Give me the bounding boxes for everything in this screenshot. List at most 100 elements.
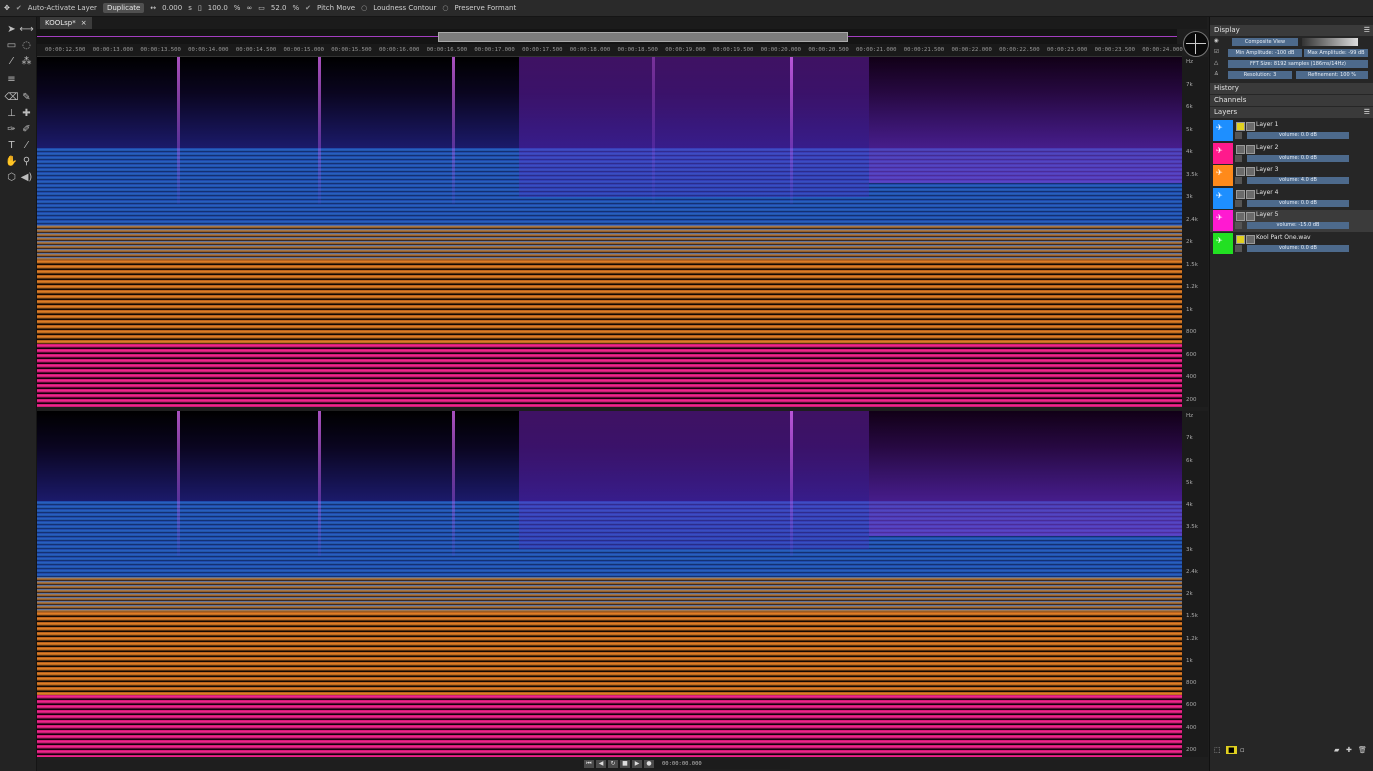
layer-volume-field[interactable]: volume: 4.0 dB [1247,177,1349,184]
layer-solo-toggle[interactable] [1246,167,1255,176]
layer-visibility-icon[interactable]: ✈ [1216,235,1223,245]
new-group-icon[interactable]: ▰ [1334,746,1340,754]
layer-visibility-icon[interactable]: ✈ [1216,145,1223,155]
opacity-slider[interactable] [1302,38,1358,46]
resolution-field[interactable]: Resolution: 3 [1228,71,1292,79]
layer-link-icon[interactable]: ▫ [1240,746,1245,754]
view-mode-select[interactable]: Composite View [1232,38,1298,46]
pitch-field[interactable]: 52.0 [270,4,287,12]
layer-color-swatch[interactable] [1213,142,1233,164]
eye-icon[interactable]: ◉ [1214,38,1219,44]
layer-solo-toggle[interactable] [1246,144,1255,154]
stop-icon[interactable]: ■ [620,759,630,768]
layer-visibility-icon[interactable]: ✈ [1216,168,1223,177]
max-amplitude-field[interactable]: Max Amplitude: -99 dB [1304,49,1368,57]
display-panel-header[interactable]: Display ☰ [1210,25,1373,36]
pencil-icon[interactable]: ✎ [22,92,31,103]
overview-view-range[interactable] [438,32,848,42]
formant-checkbox[interactable]: ○ [442,4,449,12]
move-tool-icon[interactable]: ✥ [4,4,10,12]
layer-visibility-icon[interactable]: ✈ [1216,190,1223,200]
layer-brush-icon[interactable] [1235,132,1242,139]
loop-icon[interactable]: ↻ [608,759,618,768]
layer-row[interactable]: ✈ Layer 5 volume: -15.0 dB [1210,210,1373,232]
delete-layer-icon[interactable]: 🗑 [1358,746,1367,754]
play-icon[interactable]: ▶ [632,759,642,768]
record-icon[interactable]: ● [644,759,654,768]
duplicate-button[interactable]: Duplicate [102,3,145,13]
time-select-icon[interactable]: ⟷ [19,24,34,35]
layer-row[interactable]: ✈ Layer 2 volume: 0.0 dB [1210,142,1373,165]
clone-stamp-icon[interactable]: ⊥ [7,108,16,119]
brush-icon[interactable]: ✑ [7,124,16,135]
hand-icon[interactable]: ✋ [5,156,18,167]
spectrogram-channel-1[interactable] [37,57,1182,407]
layer-row[interactable]: ✈ Layer 1 volume: 0.0 dB [1210,120,1373,142]
layer-color-swatch[interactable] [1213,210,1233,231]
auto-activate-checkbox[interactable]: ✔ [15,4,22,12]
loudness-checkbox[interactable]: ○ [361,4,368,12]
layer-brush-icon[interactable] [1235,244,1242,252]
navigator-wheel[interactable] [1183,31,1209,57]
layer-solo-toggle[interactable] [1246,234,1255,244]
layer-mute-toggle[interactable] [1236,189,1245,199]
close-icon[interactable]: × [80,19,87,27]
min-amplitude-field[interactable]: Min Amplitude: -100 dB [1228,49,1302,57]
rewind-icon[interactable]: ⏮ [584,759,594,768]
layer-mute-toggle[interactable] [1236,212,1245,221]
magic-wand-icon[interactable]: ⁄ [10,56,13,67]
layer-brush-icon[interactable] [1235,154,1242,162]
layer-mask-icon[interactable]: ■ [1226,746,1237,754]
layer-mute-toggle[interactable] [1236,167,1245,176]
layer-volume-field[interactable]: volume: 0.0 dB [1247,132,1349,139]
layers-panel-header[interactable]: Layers ☰ [1210,107,1373,118]
layer-solo-toggle[interactable] [1246,122,1255,131]
channels-panel-header[interactable]: Channels [1210,95,1373,106]
layer-row[interactable]: ✈ Layer 4 volume: 0.0 dB [1210,187,1373,210]
harmonic-select-icon[interactable]: ⁂ [21,56,32,67]
dropper-icon[interactable]: ⁄ [25,140,28,151]
prev-icon[interactable]: ◀ [596,759,606,768]
layer-color-swatch[interactable] [1213,120,1233,141]
layer-volume-field[interactable]: volume: 0.0 dB [1247,199,1349,207]
link-icon[interactable]: ∞ [246,4,253,12]
layer-row[interactable]: ✈ Kool Part One.wav volume: 0.0 dB [1210,232,1373,255]
history-panel-header[interactable]: History [1210,83,1373,94]
frequency-select-icon[interactable]: ≡ [7,74,16,85]
spectrogram-channel-2[interactable] [37,411,1182,757]
scrub-icon[interactable]: ⬡ [7,172,16,183]
gain-field[interactable]: 100.0 [207,4,228,12]
document-tab[interactable]: KOOLsp* × [40,17,92,29]
fft-size-field[interactable]: FFT Size: 8192 samples (186ms/14Hz) [1228,60,1368,68]
layer-mute-toggle[interactable] [1236,234,1245,244]
text-icon[interactable]: T [8,140,15,151]
zoom-icon[interactable]: ⚲ [22,156,31,167]
layer-volume-field[interactable]: volume: -15.0 dB [1247,222,1349,229]
panel-menu-icon[interactable]: ☰ [1363,26,1370,34]
layer-fx-icon[interactable]: ⬚ [1214,746,1221,754]
smudge-icon[interactable]: ✐ [22,124,31,135]
overview-bar[interactable] [37,29,1177,44]
layer-solo-toggle[interactable] [1246,212,1255,221]
layer-brush-icon[interactable] [1235,199,1242,207]
layer-visibility-icon[interactable]: ✈ [1216,123,1223,132]
new-layer-icon[interactable]: ✚ [1346,746,1352,754]
healing-icon[interactable]: ✚ [22,108,31,119]
rect-select-icon[interactable]: ▭ [6,40,17,51]
layer-row[interactable]: ✈ Layer 3 volume: 4.0 dB [1210,165,1373,187]
eraser-icon[interactable]: ⌫ [4,92,19,103]
pitch-move-checkbox[interactable]: ✔ [305,4,312,12]
layer-solo-toggle[interactable] [1246,189,1255,199]
layer-color-swatch[interactable] [1213,187,1233,209]
speaker-icon[interactable]: ◀) [20,172,33,183]
layer-color-swatch[interactable] [1213,232,1233,254]
time-offset-field[interactable]: 0.000 [162,4,183,12]
layer-mute-toggle[interactable] [1236,122,1245,131]
layers-menu-icon[interactable]: ☰ [1363,108,1370,116]
layer-color-swatch[interactable] [1213,165,1233,186]
layer-mute-toggle[interactable] [1236,144,1245,154]
move-icon[interactable]: ➤ [7,24,16,35]
layer-volume-field[interactable]: volume: 0.0 dB [1247,154,1349,162]
layer-visibility-icon[interactable]: ✈ [1216,213,1223,222]
time-ruler[interactable]: 00:00:12.500 00:00:13.000 00:00:13.500 00:0… [37,44,1183,57]
